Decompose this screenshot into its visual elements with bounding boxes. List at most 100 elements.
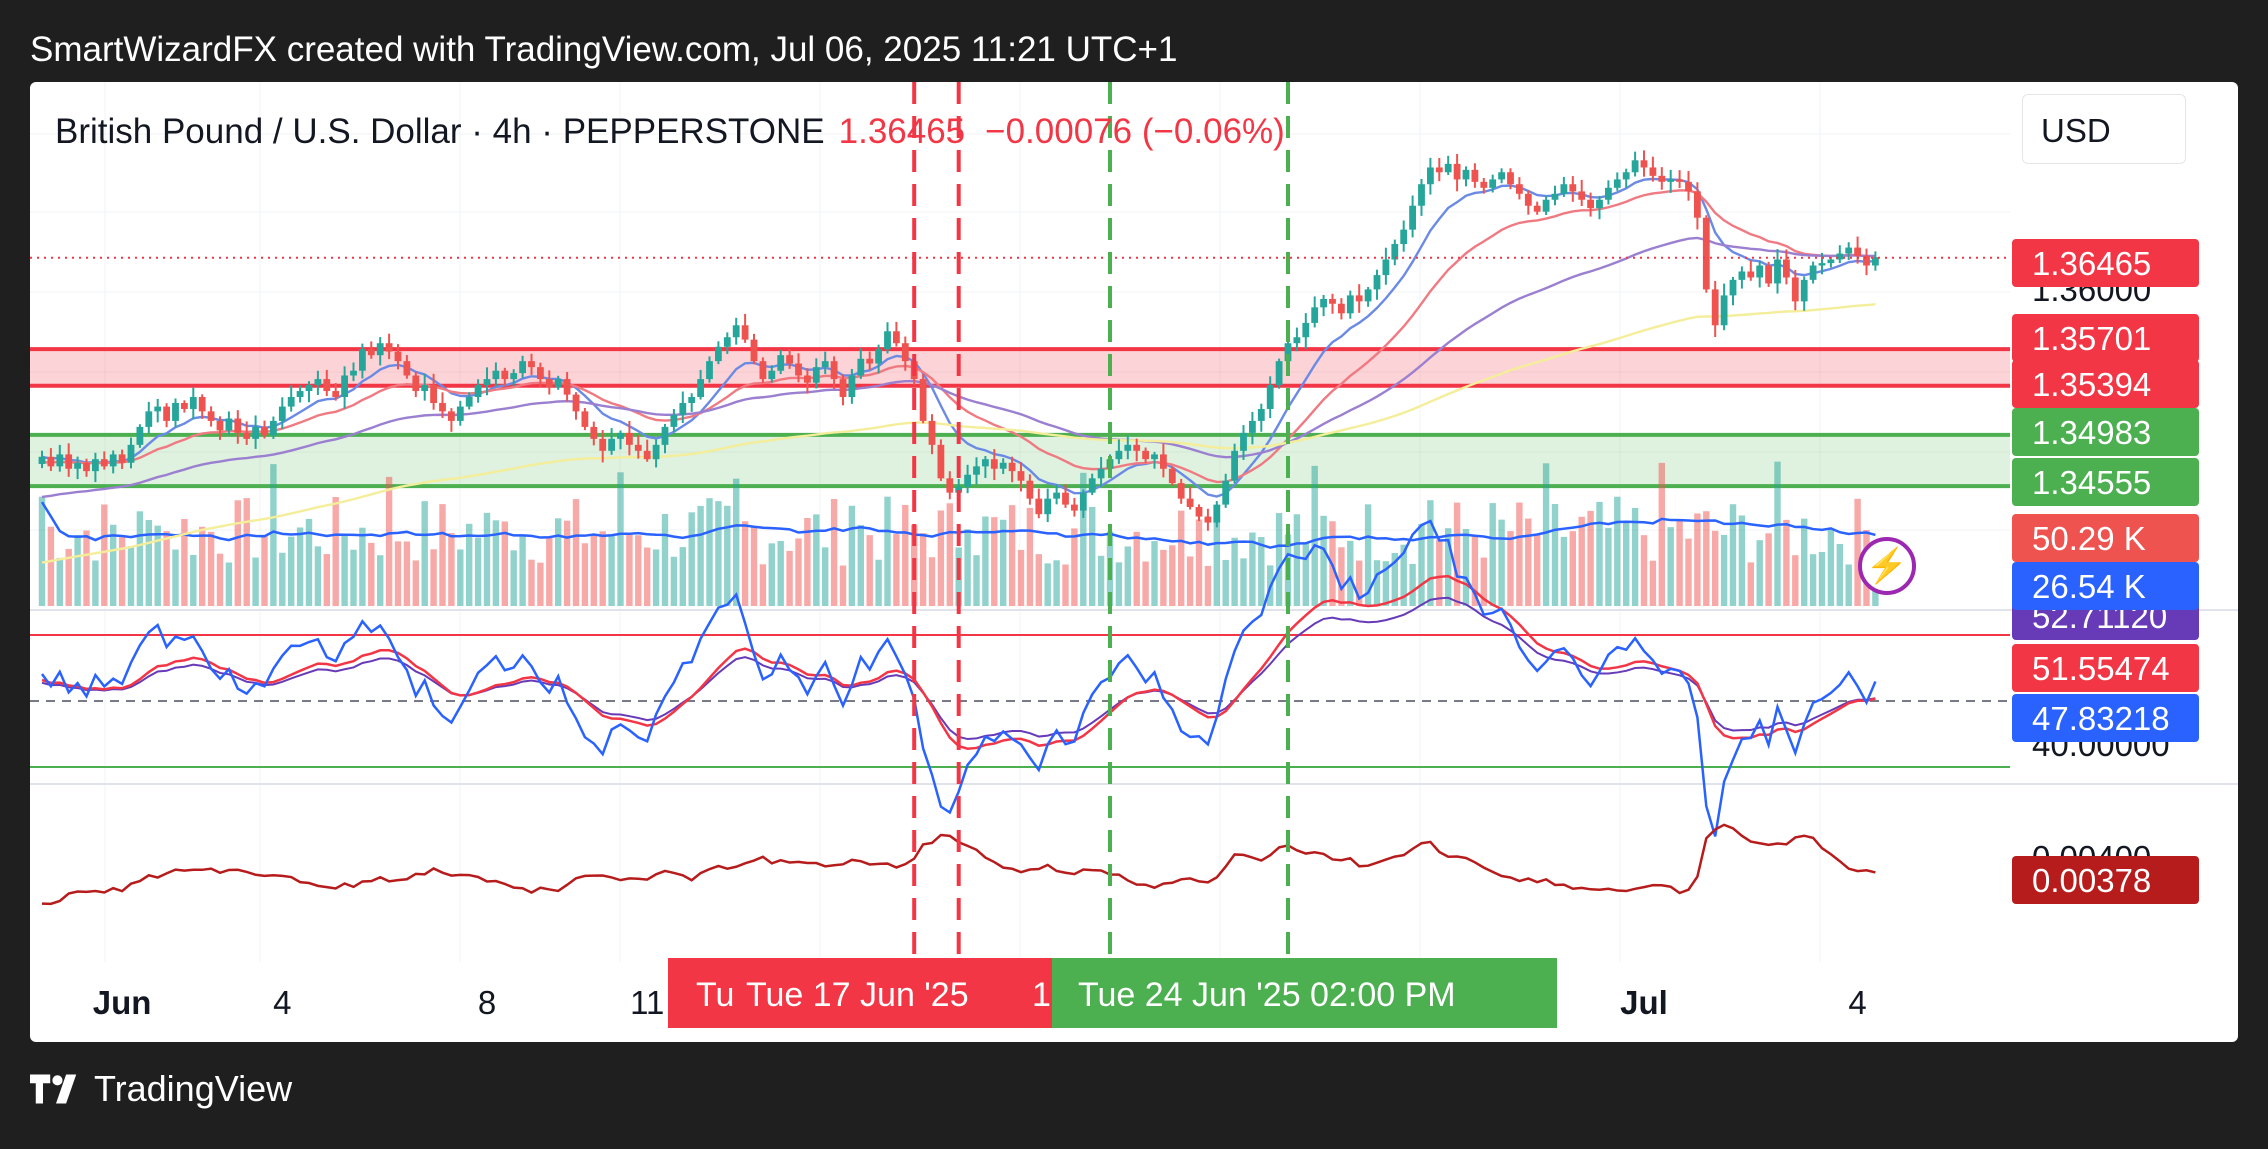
- candle-body: [1729, 279, 1737, 296]
- price-axis-label: 1.35394: [2012, 360, 2199, 408]
- candle-body: [1596, 199, 1603, 209]
- candle-body: [216, 420, 224, 431]
- candle-body: [350, 370, 357, 376]
- candle-body: [1845, 247, 1853, 254]
- time-highlight-red-text: Tue 17 Jun '25: [746, 976, 969, 1014]
- volume-bar: [679, 547, 686, 606]
- candle-body: [1765, 265, 1772, 284]
- volume-bar: [1667, 527, 1674, 606]
- volume-bar: [1649, 560, 1657, 606]
- rsi-axis-label: 51.55474: [2012, 644, 2199, 692]
- candle-body: [1800, 279, 1808, 302]
- volume-bar: [1525, 518, 1532, 606]
- volume-bar: [118, 537, 126, 606]
- candle-body: [510, 373, 518, 380]
- candle-body: [777, 355, 785, 371]
- volume-bar: [626, 534, 633, 606]
- volume-bar: [127, 546, 135, 606]
- volume-bar: [884, 496, 891, 606]
- volume-bar: [234, 500, 241, 606]
- volume-bar: [768, 543, 775, 606]
- candle-body: [465, 397, 473, 407]
- lightning-icon[interactable]: ⚡: [1858, 537, 1916, 595]
- candle-body: [1097, 468, 1105, 479]
- volume-bar: [483, 512, 491, 606]
- candle-body: [65, 454, 73, 469]
- candle-body: [1694, 191, 1701, 218]
- candle-body: [1738, 271, 1746, 280]
- candle-body: [759, 361, 767, 380]
- volume-bar: [1364, 504, 1372, 606]
- symbol-legend[interactable]: British Pound / U.S. Dollar · 4h · PEPPE…: [55, 112, 1285, 152]
- time-axis-layer: Jun 4 8 11 Jul 4 Tu Tue 17 Jun '25 1 Tue 24 Jun '…: [93, 958, 1867, 1028]
- candle-body: [439, 402, 446, 412]
- volume-bar: [1044, 563, 1051, 606]
- chart-canvas[interactable]: 1.360001.364651.357011.353941.349831.345…: [30, 82, 2238, 1042]
- candle-body: [1569, 184, 1577, 192]
- candle-body: [1391, 243, 1399, 260]
- candle-body: [38, 456, 46, 464]
- volume-bar: [1026, 507, 1034, 606]
- candle-body: [955, 486, 963, 493]
- volume-bar: [1133, 531, 1140, 606]
- candle-body: [608, 438, 615, 451]
- volume-bar: [501, 521, 508, 606]
- candle-body: [1551, 193, 1559, 200]
- volume-bar: [1356, 560, 1363, 606]
- volume-bar: [1222, 559, 1229, 606]
- candle-body: [617, 432, 624, 439]
- volume-bar: [323, 554, 330, 606]
- volume-bar: [1391, 552, 1398, 606]
- volume-axis-label-bg: [2012, 514, 2199, 562]
- volume-bar: [1818, 551, 1826, 606]
- candle-body: [545, 379, 553, 388]
- volume-bar: [1783, 519, 1790, 606]
- candle-body: [1160, 454, 1167, 469]
- candle-body: [1222, 480, 1230, 505]
- currency-button[interactable]: USD: [2022, 94, 2186, 164]
- volume-bar: [1418, 523, 1425, 606]
- volume-bar: [163, 531, 170, 606]
- candle-body: [367, 349, 375, 356]
- candle-body: [732, 325, 740, 338]
- candle-body: [109, 454, 117, 467]
- volume-bar: [430, 549, 437, 606]
- volume-axis-label-bg: [2012, 562, 2199, 610]
- volume-bar: [546, 537, 553, 606]
- volume-bar: [1436, 539, 1443, 606]
- volume-bar: [225, 562, 233, 606]
- volume-bar: [1231, 537, 1238, 606]
- candle-body: [1204, 516, 1212, 523]
- volume-bar: [1712, 530, 1719, 606]
- candle-body: [163, 406, 170, 421]
- volume-bar: [154, 525, 161, 606]
- volume-bar: [1471, 536, 1479, 606]
- candle-body: [225, 418, 233, 431]
- volume-bar: [314, 546, 322, 606]
- volume-bar: [902, 504, 909, 606]
- volume-bar: [1000, 519, 1007, 606]
- candle-body: [287, 397, 295, 407]
- candle-body: [866, 358, 874, 364]
- volume-bar: [1720, 534, 1728, 606]
- time-axis-label: Jul: [1620, 984, 1668, 1021]
- volume-bar: [56, 557, 63, 606]
- volume-axis-label: 26.54 K: [2012, 562, 2199, 610]
- candle-body: [528, 361, 535, 368]
- price-axis-label-text: 1.36465: [2032, 245, 2151, 282]
- volume-bar: [279, 552, 286, 606]
- volume-bar: [1151, 541, 1158, 606]
- candle-body: [1542, 199, 1550, 212]
- candle-body: [821, 361, 829, 368]
- candle-body: [964, 474, 971, 487]
- volume-bar: [1854, 498, 1861, 606]
- candle-body: [1355, 295, 1363, 302]
- volume-bar: [1071, 528, 1078, 606]
- time-axis-label: 4: [273, 984, 291, 1021]
- price-axis-label-bg: [2012, 408, 2199, 456]
- candle-body: [1720, 295, 1728, 326]
- candle-body: [189, 397, 197, 409]
- candle-body: [1827, 259, 1835, 264]
- candle-body: [537, 367, 544, 380]
- volume-bar: [875, 559, 882, 606]
